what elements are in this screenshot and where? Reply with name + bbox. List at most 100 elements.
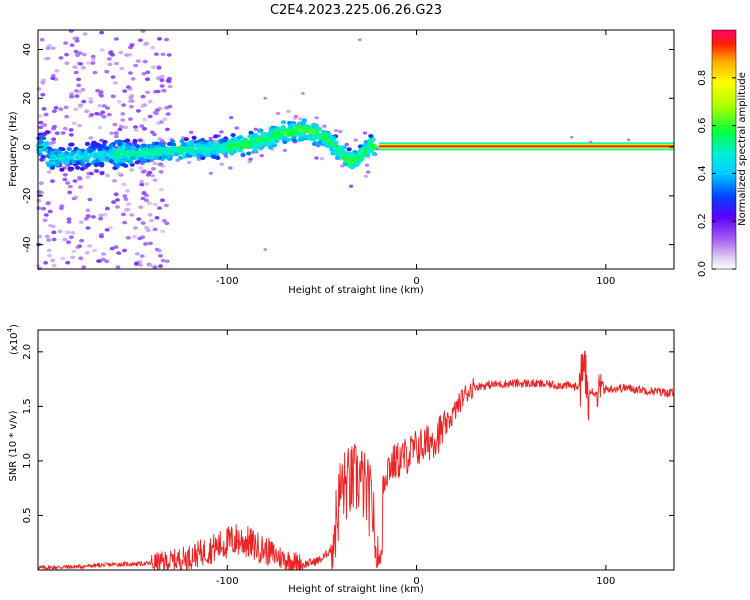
colorbar: 0.0 0.2 0.4 0.6 0.8 Normalized spectral ampl…: [697, 29, 748, 277]
spectrogram-band-point: [320, 129, 326, 134]
spectrogram-noise-point: [158, 120, 164, 124]
spectrogram-noise-point: [154, 216, 160, 220]
spectrogram-noise-point: [160, 198, 165, 203]
snr-y-label: SNR (10 * v/v): [8, 410, 19, 481]
spectrogram-noise-point: [162, 117, 168, 121]
spectrogram-x-label: Height of straight line (km): [288, 285, 424, 296]
spectrogram-band-point: [268, 126, 274, 131]
snr-panel: -100 0 100 0.5 1.0 1.5 2.0 Height of straight…: [6, 324, 675, 595]
spectrogram-noise-point: [127, 71, 133, 75]
spectrogram-noise-point: [78, 104, 83, 109]
spectrogram-noise-point: [36, 198, 42, 203]
spectrogram-noise-point: [188, 130, 194, 134]
spectrogram-noise-point: [69, 94, 74, 99]
spectrogram-noise-point: [130, 77, 136, 81]
spectrogram-noise-point: [65, 230, 71, 234]
spectrogram-noise-point: [112, 122, 118, 127]
spectrogram-band-point: [162, 154, 168, 159]
spectrogram-band-point: [333, 140, 339, 145]
spectrogram-noise-point: [286, 109, 291, 113]
spectrogram-band-point: [134, 160, 140, 165]
spectrogram-noise-point: [112, 81, 118, 85]
spectrogram-noise-point: [147, 241, 153, 246]
spectrogram-noise-point: [123, 197, 129, 201]
spectrogram-noise-point: [85, 208, 91, 213]
spectrogram-band-point: [39, 157, 45, 162]
spectrogram-band-point: [169, 151, 175, 156]
spectrogram-band-point: [67, 166, 73, 171]
spectrogram-band-point: [319, 136, 325, 141]
spectrogram-noise-point: [144, 41, 150, 46]
spectrogram-band-point: [179, 139, 185, 144]
spectrogram-noise-point: [247, 160, 252, 164]
spectrogram-noise-point: [113, 134, 119, 139]
spectrogram-band-point: [201, 150, 207, 155]
spectrogram-noise-point: [46, 238, 52, 242]
spectrogram-band-point: [310, 130, 316, 135]
spectrogram-y-tick-label: -40: [22, 236, 33, 252]
spectrogram-noise-point: [75, 245, 81, 249]
spectrogram-noise-point: [76, 175, 82, 180]
spectrogram-noise-point: [73, 89, 79, 93]
spectrogram-noise-point: [64, 52, 70, 57]
spectrogram-noise-point: [124, 208, 129, 212]
spectrogram-band-point: [303, 134, 309, 139]
spectrogram-noise-point: [105, 106, 110, 110]
spectrogram-noise-point: [50, 140, 56, 145]
spectrogram-noise-point: [99, 233, 104, 237]
spectrogram-noise-point: [76, 83, 82, 88]
spectrogram-noise-point: [127, 99, 133, 103]
spectrogram-noise-point: [144, 182, 150, 186]
spectrogram-x-tick-label: -100: [216, 276, 239, 287]
spectrogram-band-point: [75, 165, 81, 170]
spectrogram-noise-point: [99, 48, 105, 52]
spectrogram-band-point: [59, 167, 65, 172]
spectrogram-band-point: [311, 134, 317, 139]
spectrogram-noise-point: [126, 202, 132, 206]
spectrogram-noise-point: [69, 92, 75, 96]
spectrogram-noise-point: [83, 217, 89, 221]
spectrogram-noise-point: [140, 221, 146, 225]
spectrogram-noise-point: [138, 166, 144, 170]
spectrogram-noise-point: [37, 114, 43, 118]
spectrogram-noise-point: [79, 238, 85, 243]
spectrogram-noise-point: [92, 70, 98, 75]
spectrogram-band-point: [94, 159, 100, 164]
spectrogram-noise-point: [44, 234, 50, 239]
spectrogram-noise-point: [362, 131, 368, 135]
spectrogram-noise-point: [107, 225, 113, 230]
spectrogram-noise-point: [155, 76, 161, 80]
spectrogram-band-point: [95, 143, 102, 147]
spectrogram-noise-point: [113, 61, 119, 66]
spectrogram-noise-point: [135, 109, 141, 113]
spectrogram-band-point: [236, 135, 242, 140]
spectrogram-band-point: [364, 152, 370, 157]
snr-y-tick-label: 0.5: [22, 508, 33, 524]
spectrogram-noise-point: [143, 242, 149, 246]
spectrogram-noise-point: [167, 84, 173, 89]
colorbar-tick-label: 0.6: [697, 118, 708, 134]
spectrogram-noise-point: [127, 53, 133, 57]
spectrogram-band-point: [116, 149, 122, 154]
spectrogram-noise-point: [156, 65, 162, 69]
spectrogram-band-point: [108, 159, 114, 164]
spectrogram-noise-point: [77, 123, 82, 128]
spectrogram-band-point: [242, 143, 248, 148]
spectrogram-band-point: [300, 121, 306, 126]
spectrogram-noise-point: [157, 206, 162, 210]
spectrogram-noise-point: [129, 94, 135, 98]
spectrogram-noise-point: [73, 195, 79, 200]
spectrogram-band-point: [101, 143, 107, 147]
spectrogram-noise-point: [344, 142, 349, 147]
spectrogram-noise-point: [85, 175, 91, 179]
spectrogram-noise-point: [159, 74, 165, 79]
spectrogram-noise-point: [89, 171, 94, 176]
spectrogram-noise-point: [263, 248, 267, 251]
snr-multiplier-exponent: 4: [6, 327, 14, 332]
spectrogram-noise-point: [153, 52, 159, 56]
spectrogram-noise-point: [62, 173, 68, 177]
spectrogram-noise-point: [102, 213, 108, 217]
spectrogram-noise-point: [81, 99, 87, 104]
spectrogram-noise-point: [94, 169, 100, 173]
spectrogram-band-point: [230, 133, 236, 138]
